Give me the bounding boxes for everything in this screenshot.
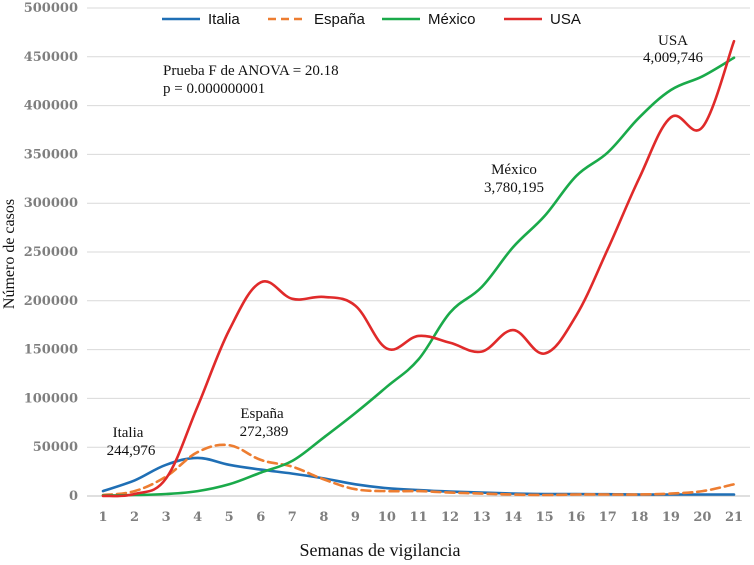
x-tick-label: 2: [130, 510, 139, 525]
x-tick-label: 20: [693, 510, 711, 525]
italia-annotation-name: Italia: [113, 425, 144, 441]
y-axis-ticks: 0 50000 100000 150000 200000 250000 300000 3500…: [24, 1, 78, 504]
series-line-espana: [101, 443, 736, 497]
x-axis-title: Semanas de vigilancia: [300, 540, 461, 560]
x-tick-label: 15: [536, 510, 554, 525]
y-tick-label: 0: [69, 489, 78, 504]
p-value-label: p = 0.000000001: [163, 81, 265, 97]
y-axis-title: Número de casos: [1, 199, 18, 309]
x-axis-ticks: 1 2 3 4 5 6 7 8 9 10 11 12 13 14 15 16 17 18 19 20 21: [98, 510, 743, 525]
usa-annotation-name: USA: [658, 33, 688, 49]
series-line-italia: [101, 456, 736, 496]
x-tick-label: 18: [630, 510, 648, 525]
x-tick-label: 6: [256, 510, 265, 525]
gridlines: [87, 7, 750, 448]
x-tick-label: 21: [725, 510, 743, 525]
x-tick-label: 9: [351, 510, 360, 525]
y-tick-label: 100000: [24, 391, 78, 406]
x-tick-label: 4: [193, 510, 202, 525]
x-tick-label: 13: [473, 510, 491, 525]
mexico-annotation-name: México: [491, 162, 537, 178]
legend-label-italia: Italia: [208, 11, 240, 28]
y-tick-label: 400000: [24, 99, 78, 114]
mexico-annotation-total: 3,780,195: [484, 180, 544, 196]
y-tick-label: 200000: [24, 294, 78, 309]
x-tick-label: 10: [378, 510, 396, 525]
legend-label-mexico: México: [428, 11, 476, 28]
series-line-usa: [101, 39, 736, 498]
anova-label: Prueba F de ANOVA = 20.18: [163, 63, 339, 79]
legend: Italia España México USA: [162, 11, 581, 28]
x-tick-label: 19: [662, 510, 680, 525]
legend-label-usa: USA: [550, 11, 581, 28]
y-tick-label: 50000: [33, 440, 78, 455]
series-lines: [101, 39, 736, 498]
x-tick-label: 14: [504, 510, 522, 525]
x-tick-label: 11: [409, 510, 427, 525]
y-tick-label: 350000: [24, 147, 78, 162]
x-tick-label: 7: [288, 510, 297, 525]
y-tick-label: 150000: [24, 343, 78, 358]
x-tick-label: 5: [225, 510, 234, 525]
x-tick-label: 12: [441, 510, 459, 525]
y-tick-label: 300000: [24, 196, 78, 211]
x-tick-label: 1: [98, 510, 107, 525]
legend-label-espana: España: [314, 11, 366, 28]
usa-annotation-total: 4,009,746: [643, 50, 704, 66]
y-tick-label: 450000: [24, 50, 78, 65]
x-tick-label: 3: [162, 510, 171, 525]
espana-annotation-name: España: [240, 406, 284, 422]
espana-annotation-total: 272,389: [240, 424, 289, 440]
series-line-mexico: [101, 56, 736, 497]
y-tick-label: 250000: [24, 245, 78, 260]
italia-annotation-total: 244,976: [107, 443, 156, 459]
x-tick-label: 8: [319, 510, 328, 525]
x-tick-label: 17: [599, 510, 617, 525]
y-tick-label: 500000: [24, 1, 78, 16]
x-tick-label: 16: [567, 510, 585, 525]
